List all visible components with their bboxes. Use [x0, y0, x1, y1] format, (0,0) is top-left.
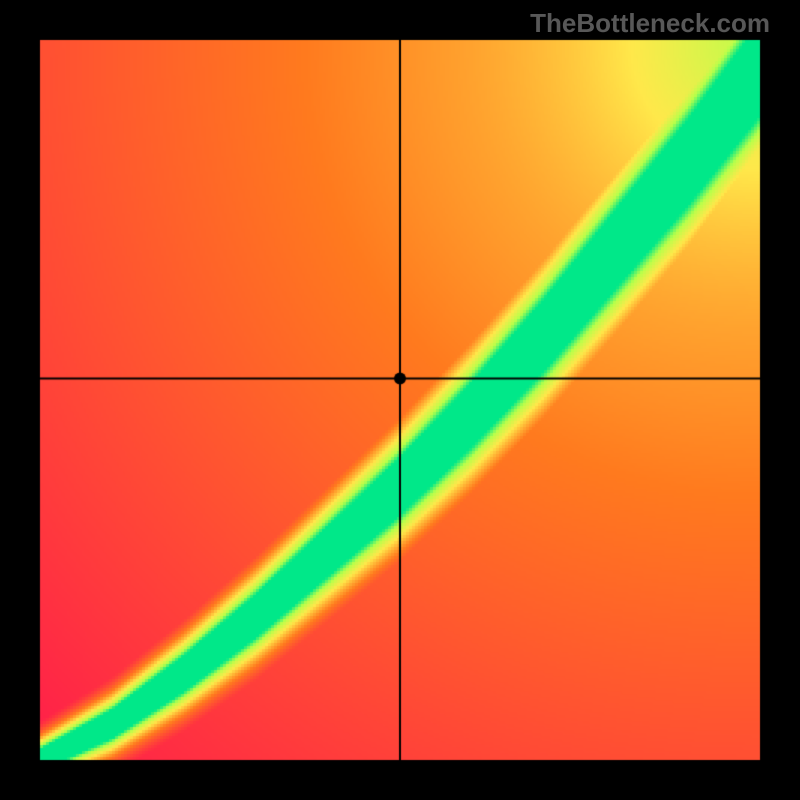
- chart-container: { "canvas": { "width": 800, "height": 80…: [0, 0, 800, 800]
- bottleneck-heatmap: [0, 0, 800, 800]
